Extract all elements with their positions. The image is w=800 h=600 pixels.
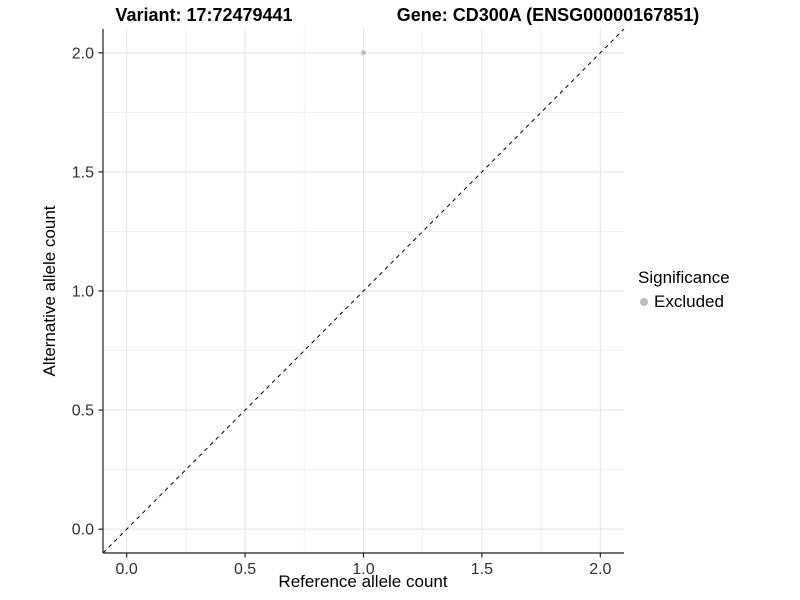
y-tick-label: 2.0 xyxy=(72,45,94,62)
y-tick-label: 0.0 xyxy=(72,522,94,539)
gene-title: Gene: CD300A (ENSG00000167851) xyxy=(396,5,700,25)
legend-entry-excluded: Excluded xyxy=(638,292,730,312)
y-tick-label: 1.0 xyxy=(72,284,94,301)
data-point xyxy=(361,50,366,56)
x-tick-label: 1.5 xyxy=(471,561,493,578)
x-tick-label: 1.0 xyxy=(352,561,374,578)
variant-title: Variant: 17:72479441 xyxy=(115,5,293,25)
legend-entry-label: Excluded xyxy=(654,292,724,311)
y-axis-title: Alternative allele count xyxy=(40,205,59,377)
x-tick-label: 0.0 xyxy=(116,561,138,578)
y-tick-label: 0.5 xyxy=(72,403,94,420)
excluded-marker-icon xyxy=(640,298,648,306)
x-axis-title: Reference allele count xyxy=(278,572,448,591)
x-tick-label: 0.5 xyxy=(234,561,256,578)
legend: Significance Excluded xyxy=(638,268,730,312)
identity-dashed-line xyxy=(102,28,625,554)
legend-title: Significance xyxy=(638,268,730,287)
x-tick-label: 2.0 xyxy=(589,561,611,578)
y-tick-label: 1.5 xyxy=(72,164,94,181)
